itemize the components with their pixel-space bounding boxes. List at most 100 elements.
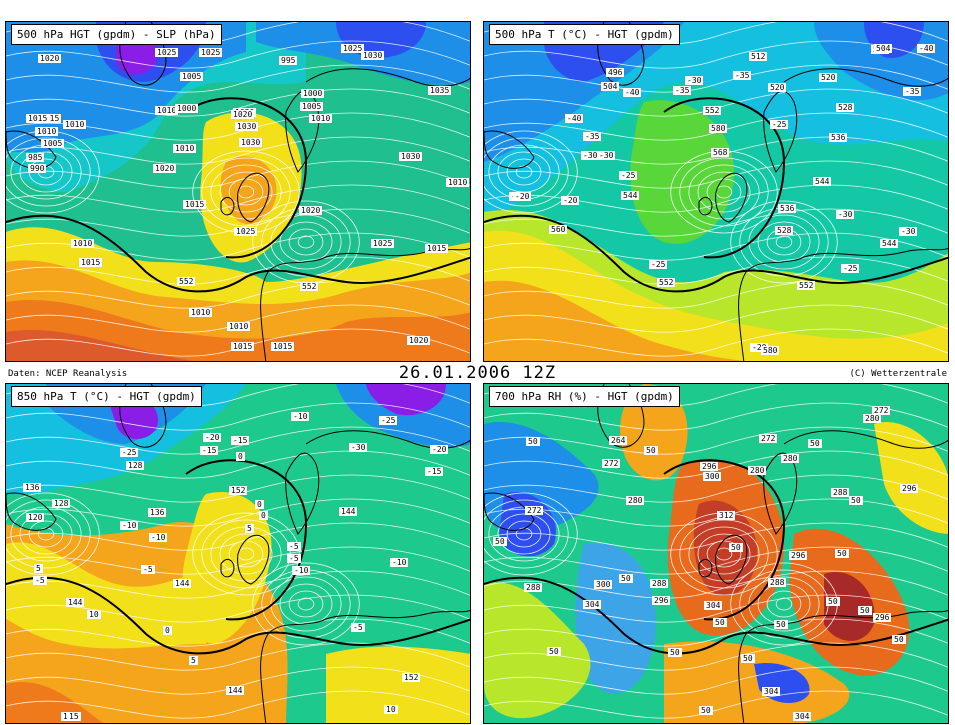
coastline xyxy=(6,492,57,531)
isoline xyxy=(6,618,470,647)
contour-label: -25 xyxy=(379,416,398,425)
map-panel-850hpa-temp: 850 hPa T (°C) - HGT (gpdm) -25 -20 -15 -10… xyxy=(5,383,471,724)
isoline-ring xyxy=(228,540,264,568)
contour-label: 5 xyxy=(245,524,254,533)
field-band xyxy=(664,641,850,723)
isoline xyxy=(484,40,948,69)
contour-label: 288 xyxy=(768,578,787,587)
map-canvas xyxy=(6,22,470,361)
contour-label: 1025 xyxy=(341,44,365,53)
contour-label: 985 xyxy=(26,153,45,162)
isoline xyxy=(484,618,948,647)
contour-label: -40 xyxy=(623,88,642,97)
contour-label: -10 xyxy=(149,533,168,542)
isoline-ring xyxy=(228,178,264,206)
isoline xyxy=(6,280,470,309)
contour-label: 1025 xyxy=(371,239,395,248)
contour-label: 552 xyxy=(300,282,319,291)
contour-label: 10 xyxy=(384,705,398,714)
isoline-ring xyxy=(515,527,533,541)
contour-label: 995 xyxy=(279,56,298,65)
contour-label: 272 xyxy=(602,459,621,468)
isoline xyxy=(6,522,470,551)
isoline-ring xyxy=(219,171,273,213)
coastline xyxy=(484,492,535,531)
coastline xyxy=(715,534,748,585)
isoline-ring xyxy=(497,513,551,555)
contour-label: 1010 xyxy=(227,322,251,331)
coastlines xyxy=(6,384,470,723)
contour-label: 1010 xyxy=(155,106,179,115)
contour-label: 496 xyxy=(606,68,625,77)
isoline-ring xyxy=(775,597,793,611)
contour-label: 552 xyxy=(657,278,676,287)
coastline xyxy=(220,558,235,578)
contour-label: 1030 xyxy=(235,122,259,131)
isoline-ring xyxy=(706,540,742,568)
isoline xyxy=(484,474,948,503)
contour-label: 50 xyxy=(849,496,863,505)
contour-label: 144 xyxy=(173,579,192,588)
contour-label: 288 xyxy=(524,583,543,592)
contour-label: -35 xyxy=(733,71,752,80)
isoline-ring xyxy=(697,533,751,575)
contour-label: -30 xyxy=(899,227,918,236)
contour-label: 1010 xyxy=(189,308,213,317)
isoline xyxy=(484,280,948,309)
contour-label: 312 xyxy=(717,511,736,520)
contour-label: 504 xyxy=(601,82,620,91)
contour-label: 144 xyxy=(339,507,358,516)
coastline xyxy=(738,248,948,361)
isoline-ring xyxy=(484,130,578,214)
contour-label: -30 xyxy=(836,210,855,219)
contour-label: 504 xyxy=(874,44,893,53)
map-panel-500hpa-temp: 500 hPa T (°C) - HGT (gpdm) 512 504 496 -40… xyxy=(483,21,949,362)
isoline-ring xyxy=(484,137,569,207)
isoline xyxy=(6,402,470,431)
isoline xyxy=(6,570,470,599)
coastline xyxy=(237,172,270,223)
contour-label: 304 xyxy=(704,601,723,610)
contour-label: 136 xyxy=(23,483,42,492)
isoline-ring xyxy=(19,151,73,193)
isoline-ring xyxy=(19,513,73,555)
height-contour xyxy=(484,576,948,655)
contour-label: -10 xyxy=(291,412,310,421)
isoline-ring xyxy=(515,165,533,179)
contour-label: 50 xyxy=(547,647,561,656)
contour-label: 1030 xyxy=(239,138,263,147)
contour-label: 50 xyxy=(493,537,507,546)
field-band xyxy=(326,646,470,723)
isoline xyxy=(6,690,470,719)
contour-label: -20 xyxy=(561,196,580,205)
isoline xyxy=(6,594,470,623)
contour-label: -40 xyxy=(917,44,936,53)
contour-label: -20 xyxy=(203,433,222,442)
contour-label: -25 xyxy=(619,171,638,180)
contour-label: -20 xyxy=(430,445,449,454)
isoline xyxy=(6,474,470,503)
contour-label: 1015 xyxy=(38,114,62,123)
map-canvas xyxy=(6,384,470,723)
isoline-ring xyxy=(748,214,820,270)
contour-label: 1015 xyxy=(231,342,255,351)
contour-label: -35 xyxy=(673,86,692,95)
contour-label: 1000 xyxy=(301,89,325,98)
coastline xyxy=(783,430,948,449)
isoline xyxy=(6,450,470,479)
contour-label: 1015 xyxy=(271,342,295,351)
coastline xyxy=(698,558,713,578)
contour-label: 1025 xyxy=(234,227,258,236)
contour-label: 1030 xyxy=(361,51,385,60)
isoline xyxy=(484,666,948,695)
height-contour xyxy=(185,97,308,259)
contour-label: 552 xyxy=(797,281,816,290)
contour-label: 50 xyxy=(699,706,713,715)
contour-label: 520 xyxy=(819,73,838,82)
isolines xyxy=(6,384,470,719)
date-label: 26.01.2006 12Z xyxy=(398,363,557,383)
contour-label: 50 xyxy=(826,597,840,606)
contour-label: 1005 xyxy=(300,102,324,111)
contour-label: -30 xyxy=(349,443,368,452)
contour-label: 1010 xyxy=(35,127,59,136)
